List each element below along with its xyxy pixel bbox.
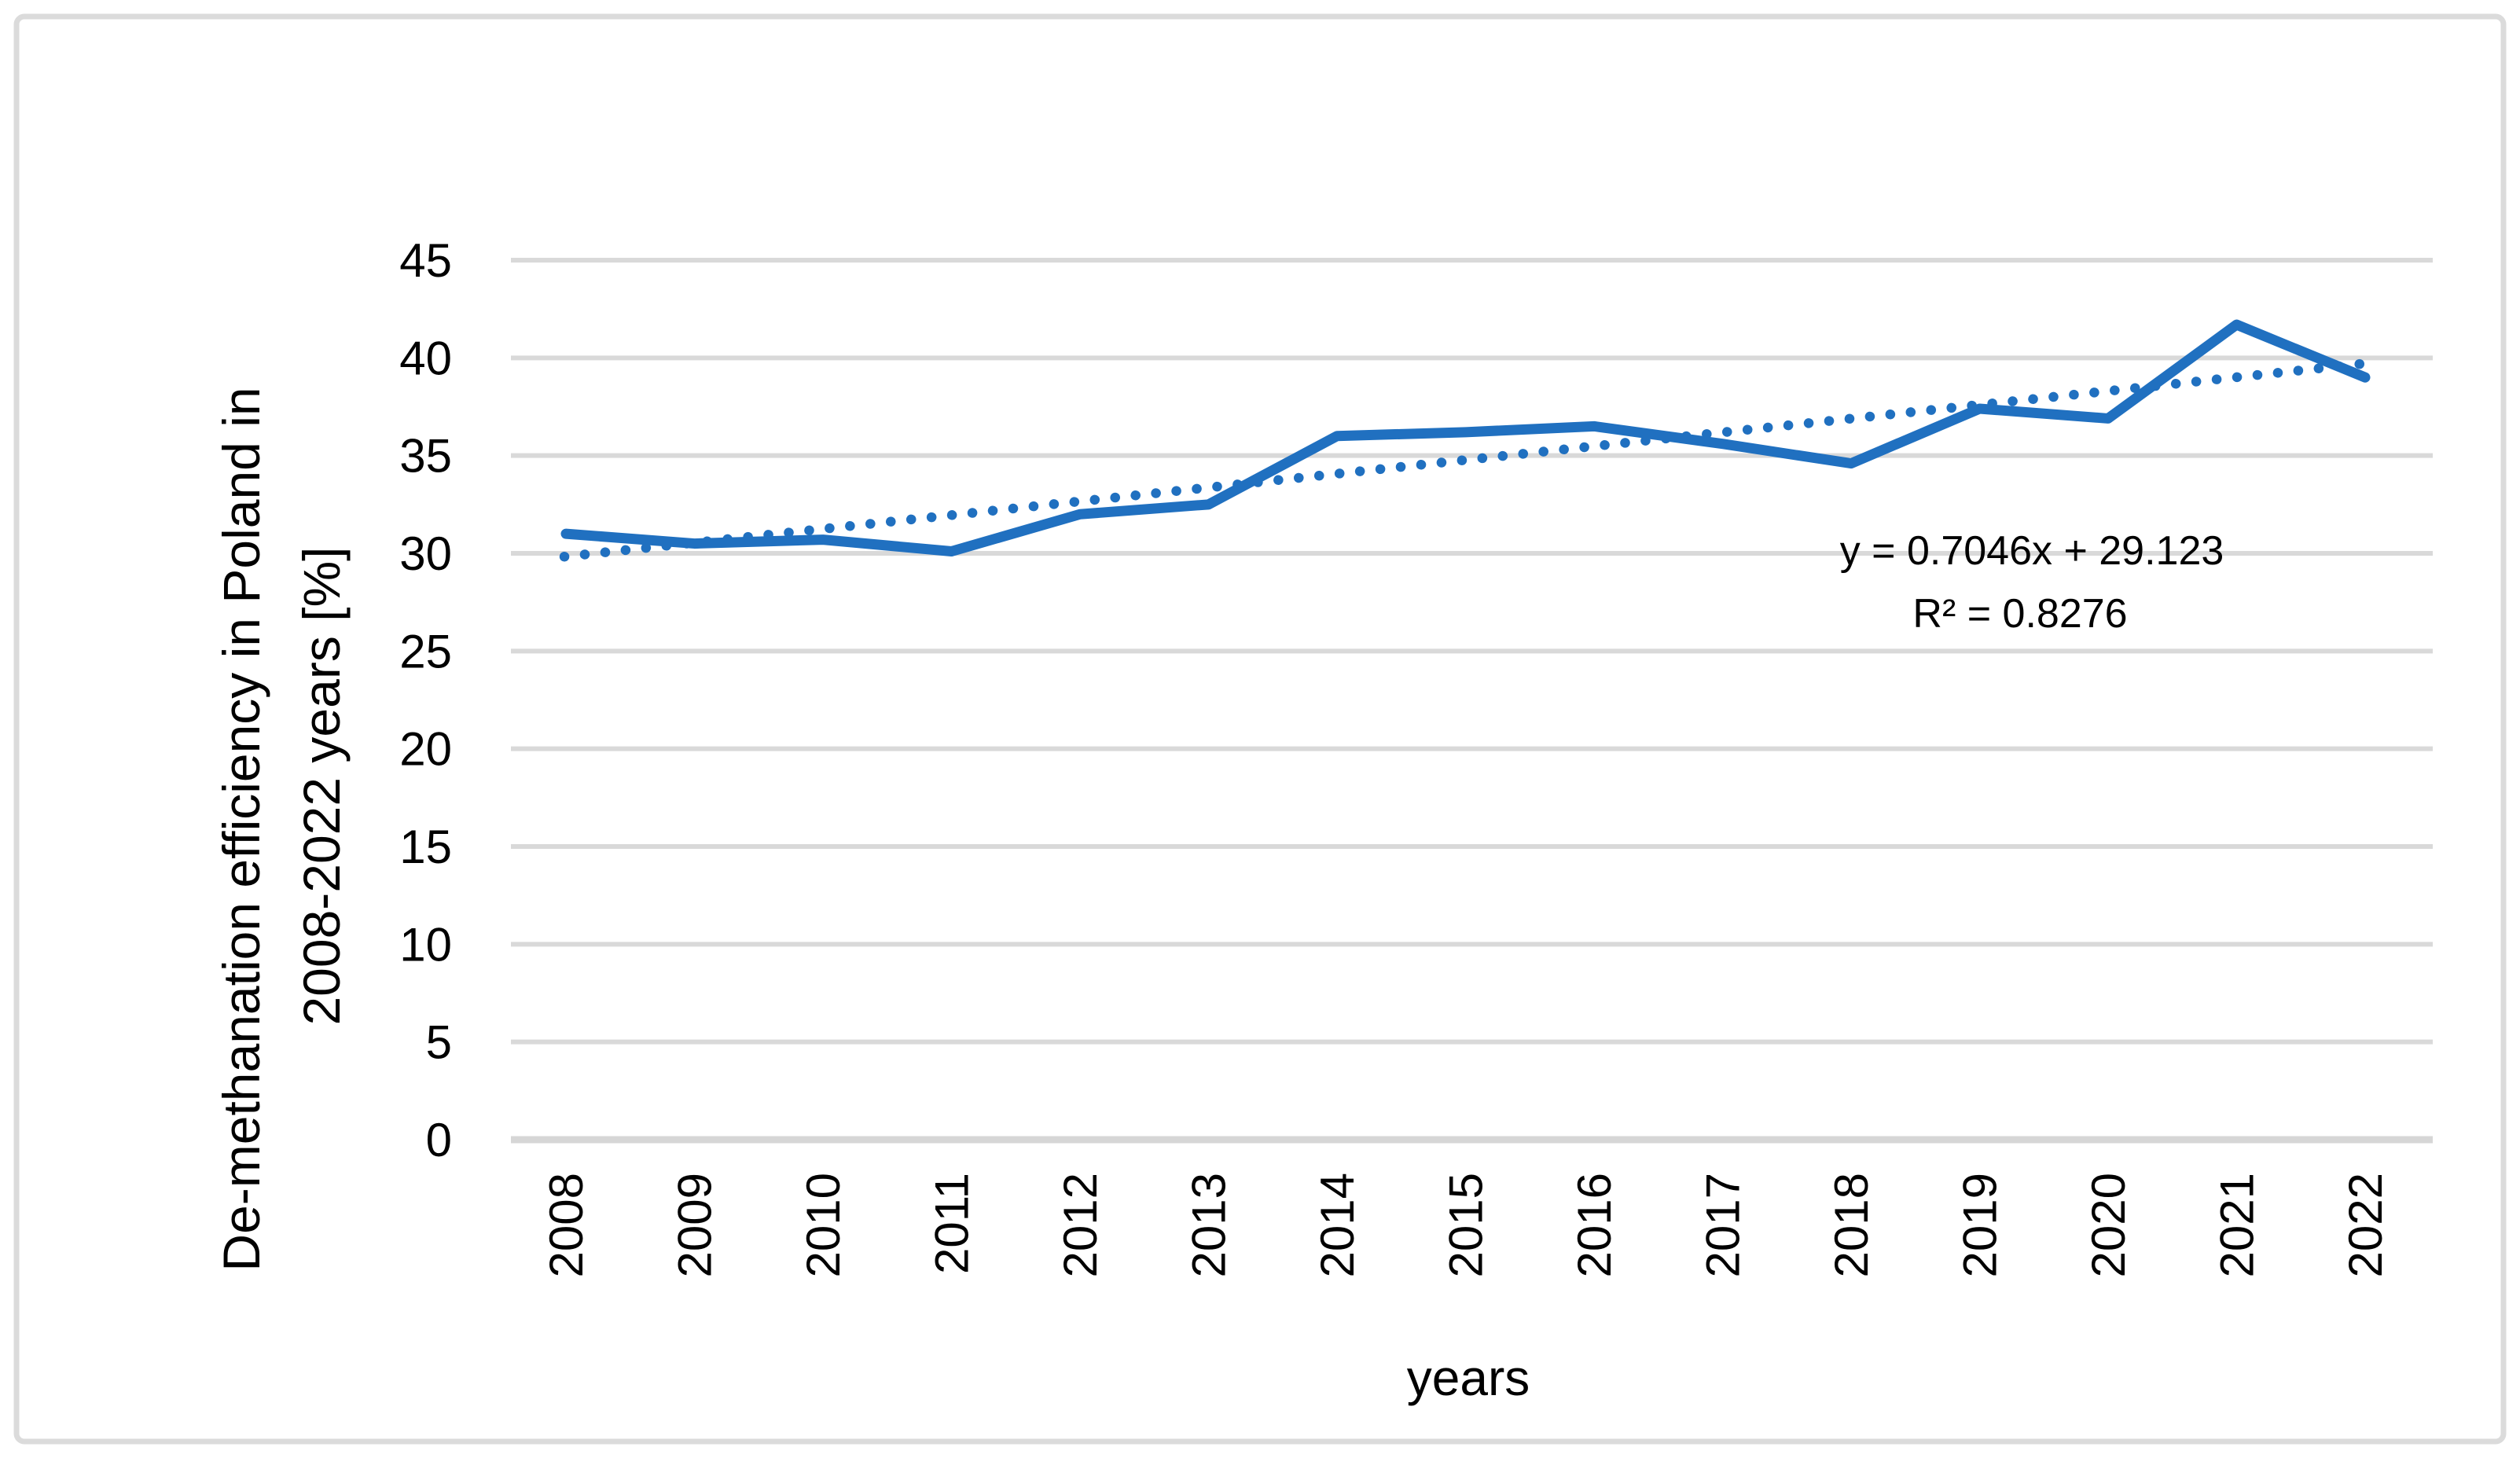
chart-frame-border bbox=[13, 13, 2507, 1445]
x-tick-label-2013: 2013 bbox=[1183, 1173, 1236, 1277]
y-tick-label-20: 20 bbox=[399, 723, 452, 776]
y-tick-label-25: 25 bbox=[399, 625, 452, 678]
trendline-dotted bbox=[559, 358, 2366, 562]
x-tick-label-2009: 2009 bbox=[669, 1173, 722, 1277]
y-tick-label-30: 30 bbox=[399, 527, 452, 580]
y-axis-title-line1: De-methanation efficiency in Poland in bbox=[212, 387, 270, 1271]
x-tick-label-2016: 2016 bbox=[1568, 1173, 1621, 1277]
x-tick-label-2015: 2015 bbox=[1440, 1173, 1493, 1277]
x-tick-label-2008: 2008 bbox=[540, 1173, 593, 1277]
y-tick-label-15: 15 bbox=[399, 821, 452, 873]
x-tick-label-2022: 2022 bbox=[2339, 1173, 2392, 1277]
x-tick-label-2017: 2017 bbox=[1697, 1173, 1750, 1277]
x-tick-label-2010: 2010 bbox=[797, 1173, 850, 1277]
x-tick-label-2020: 2020 bbox=[2082, 1173, 2135, 1277]
trendline-equation-label: y = 0.7046x + 29.123 bbox=[1840, 528, 2224, 574]
x-tick-label-2018: 2018 bbox=[1825, 1173, 1878, 1277]
x-tick-label-2011: 2011 bbox=[926, 1173, 979, 1274]
x-tick-label-2019: 2019 bbox=[1954, 1173, 2007, 1277]
y-tick-label-35: 35 bbox=[399, 430, 452, 483]
efficiency-series-line bbox=[560, 319, 2371, 557]
x-tick-label-2012: 2012 bbox=[1054, 1173, 1107, 1277]
x-tick-label-2014: 2014 bbox=[1311, 1173, 1364, 1277]
y-axis-title-line2: 2008-2022 years [%] bbox=[292, 546, 351, 1025]
trendline-r2-label: R² = 0.8276 bbox=[1912, 591, 2127, 637]
y-tick-label-0: 0 bbox=[426, 1114, 452, 1166]
x-axis-title: years bbox=[1407, 1350, 1530, 1406]
y-tick-label-10: 10 bbox=[399, 918, 452, 971]
y-tick-label-5: 5 bbox=[426, 1016, 452, 1069]
y-tick-label-40: 40 bbox=[399, 332, 452, 384]
x-tick-label-2021: 2021 bbox=[2211, 1173, 2264, 1277]
y-tick-label-45: 45 bbox=[399, 234, 452, 287]
